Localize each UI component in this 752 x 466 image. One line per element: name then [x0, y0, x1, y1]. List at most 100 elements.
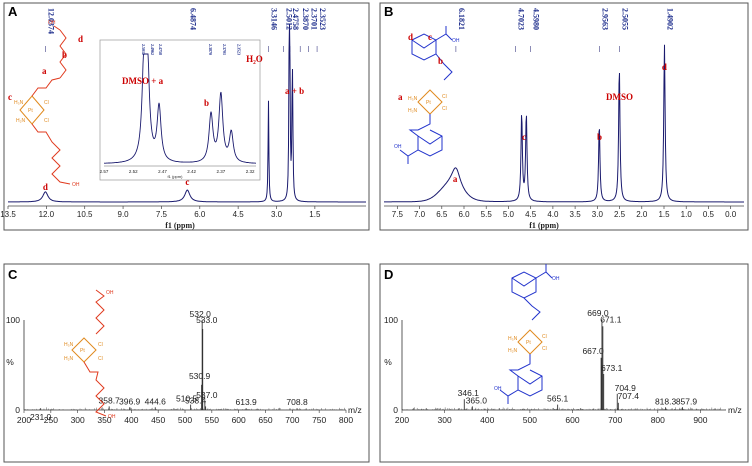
- y-axis-title: %: [384, 357, 392, 367]
- x-tick-label: 6.0: [194, 210, 206, 219]
- panel-a: A 13.5 12.0 10.5 9.0 7.5 6.0 4.5 3.0 1.5 12.0374…: [0, 2, 370, 231]
- panel-c-frame: [3, 263, 370, 463]
- shift-label: 2.3870: [301, 8, 310, 30]
- mol-b-pt: Pt: [426, 100, 431, 106]
- mol-d-nh2: H₂N: [508, 348, 518, 354]
- x-tick-label: 650: [258, 415, 272, 425]
- inset-tick-label: 2.37: [217, 169, 226, 174]
- mol-a-cl2: Cl: [44, 118, 49, 124]
- x-tick-label: 400: [124, 415, 138, 425]
- mol-c-cl1: Cl: [98, 342, 103, 348]
- x-tick-label: 7.5: [392, 210, 404, 219]
- x-axis-title: m/z: [728, 405, 742, 415]
- peak-annotation: b: [597, 132, 602, 142]
- panel-a-x-axis-title: f1 (ppm): [165, 221, 195, 230]
- x-tick-label: 2.5: [614, 210, 626, 219]
- mol-d-nh3: H₃N: [508, 336, 518, 342]
- peak-label: 667.0: [582, 346, 604, 356]
- mol-a-label-b: b: [62, 50, 67, 60]
- x-tick-label: 550: [205, 415, 219, 425]
- shift-label: 2.3523: [318, 8, 327, 30]
- panel-d-plot: 100 0% m/z 200 300 400 500 600 700 800 900 346.1365…: [384, 308, 742, 425]
- x-tick-label: 300: [438, 415, 452, 425]
- mol-b-cl1: Cl: [442, 94, 447, 100]
- shift-label: 6.4874: [188, 8, 197, 30]
- x-tick-label: 1.5: [309, 210, 321, 219]
- peak-label: 857.9: [676, 396, 698, 406]
- spectrum-line: [384, 44, 744, 203]
- x-tick-label: 200: [17, 415, 31, 425]
- y-tick-label: 0: [15, 405, 20, 415]
- shift-label: 2.4758: [291, 8, 300, 30]
- x-tick-label: 600: [565, 415, 579, 425]
- x-tick-label: 1.5: [658, 210, 670, 219]
- peak-label: 532.0: [190, 309, 212, 319]
- x-tick-label: 1.0: [681, 210, 693, 219]
- y-tick-label: 100: [384, 315, 398, 325]
- peak-annotation: d: [43, 182, 48, 192]
- mol-c-pt: Pt: [80, 348, 85, 354]
- mol-d-cl2: Cl: [542, 346, 547, 352]
- inset-tick-label: 2.57: [100, 169, 109, 174]
- peak-label: 708.8: [286, 397, 308, 407]
- panel-b-molecule: OH H₃N H₂N Cl Cl Pt OH d c b a: [394, 26, 460, 164]
- shift-label: 6.1821: [457, 8, 466, 30]
- y-tick-label: 0: [393, 405, 398, 415]
- peak-label: 704.9: [615, 383, 637, 393]
- peak-annotation: a + b: [285, 86, 304, 96]
- inset-annotation-b: b: [204, 98, 209, 108]
- x-tick-label: 13.5: [0, 210, 16, 219]
- shift-label: 12.0374: [46, 8, 55, 34]
- x-tick-label: 450: [151, 415, 165, 425]
- inset-shift-label: 2.4962: [150, 44, 155, 55]
- peak-label: 669.0: [587, 308, 609, 318]
- mol-b-cl2: Cl: [442, 106, 447, 112]
- y-axis-title: %: [6, 357, 14, 367]
- mol-b-label-c: c: [428, 32, 432, 42]
- peak-annotation: a: [453, 174, 458, 184]
- mol-a-label-d: d: [78, 34, 83, 44]
- peak-annotation: d: [662, 62, 667, 72]
- inset-tick-label: 2.47: [158, 169, 167, 174]
- x-tick-label: 200: [395, 415, 409, 425]
- mol-a-cl1: Cl: [44, 100, 49, 106]
- peak-label: 533.0: [196, 315, 218, 325]
- panel-a-x-axis: 13.5 12.0 10.5 9.0 7.5 6.0 4.5 3.0 1.5: [0, 205, 366, 219]
- panel-a-spectrum: [8, 23, 366, 203]
- x-tick-label: 0.5: [703, 210, 715, 219]
- y-tick-label: 100: [6, 315, 20, 325]
- mol-a-label-a: a: [42, 66, 47, 76]
- peak-label: 346.1: [458, 388, 480, 398]
- x-tick-label: 300: [71, 415, 85, 425]
- peak-label: 671.1: [600, 314, 622, 324]
- peak-label: 537.0: [196, 390, 218, 400]
- inset-tick-label: 2.42: [187, 169, 196, 174]
- x-tick-label: 400: [480, 415, 494, 425]
- mol-b-oh1: OH: [452, 38, 460, 44]
- mol-c-oh-top: OH: [106, 290, 114, 296]
- panel-c: C 100 0% m/z 200 250 300 350 400 450 500 550 600 650…: [3, 263, 370, 463]
- x-tick-label: 4.5: [233, 210, 245, 219]
- inset-shift-label: 2.5012: [141, 44, 146, 55]
- mol-c-cl2: Cl: [98, 356, 103, 362]
- inset-frame: [99, 39, 261, 181]
- peak-label: 510.5: [176, 394, 198, 404]
- x-tick-label: 700: [608, 415, 622, 425]
- panel-b-x-axis-title: f1 (ppm): [529, 221, 559, 230]
- peak-label: 365.0: [466, 395, 488, 405]
- mol-a-oh-top: OH: [48, 20, 56, 26]
- inset-shift-label: 2.3870: [208, 44, 213, 55]
- peak-label: 231.0: [30, 412, 52, 422]
- mol-b-label-d: d: [408, 32, 413, 42]
- mol-a-oh-bottom: OH: [72, 182, 80, 188]
- shift-label: 1.4902: [665, 8, 674, 30]
- x-tick-label: 600: [232, 415, 246, 425]
- mol-c-oh-bottom: OH: [108, 414, 116, 420]
- spectrum-line: [8, 23, 366, 203]
- panel-d-frame: [379, 263, 749, 463]
- inset-tick-label: 2.32: [246, 169, 255, 174]
- x-tick-label: 750: [312, 415, 326, 425]
- mol-b-label-a: a: [398, 92, 403, 102]
- x-tick-label: 9.0: [118, 210, 130, 219]
